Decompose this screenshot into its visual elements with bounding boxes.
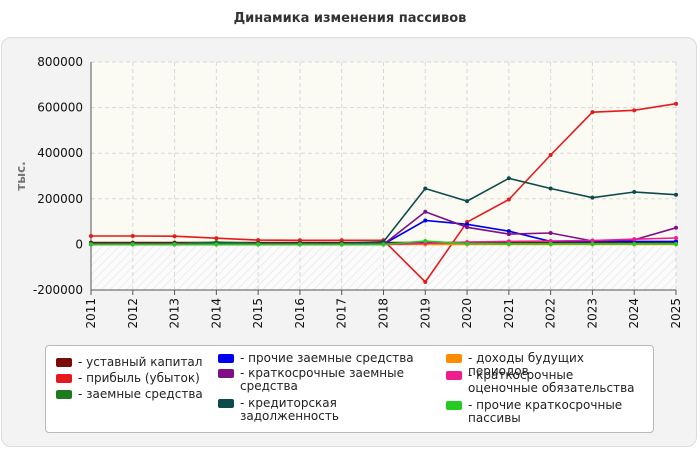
legend-swatch (446, 371, 462, 380)
data-point (381, 239, 386, 244)
x-tick-label: 2021 (502, 298, 516, 329)
data-point (465, 225, 470, 230)
data-point (89, 233, 93, 238)
data-point (506, 232, 511, 237)
data-point (590, 241, 595, 246)
y-tick-label: 800000 (37, 55, 83, 69)
data-point (506, 176, 511, 181)
data-point (674, 192, 678, 197)
data-point (506, 197, 511, 202)
chart-title: Динамика изменения пассивов (233, 11, 467, 26)
data-point (632, 108, 637, 113)
data-point (506, 241, 511, 246)
x-tick-label: 2018 (377, 298, 391, 329)
data-point (548, 186, 553, 191)
data-point (214, 242, 219, 247)
y-tick-label: 600000 (37, 101, 83, 115)
x-tick-label: 2022 (544, 298, 558, 329)
data-point (423, 209, 428, 214)
data-point (214, 236, 219, 241)
data-point (590, 195, 595, 200)
legend-swatch (56, 390, 72, 399)
data-point (423, 218, 428, 223)
legend-swatch (218, 399, 234, 408)
legend-label: - заемные средства (78, 387, 203, 401)
data-point (548, 238, 553, 243)
data-point (674, 225, 678, 230)
data-point (465, 222, 470, 227)
data-point (548, 231, 553, 235)
x-tick-label: 2014 (209, 298, 223, 329)
data-point (674, 101, 678, 106)
legend-label: - краткосрочные оценочные обязательства (468, 368, 635, 395)
data-point (339, 242, 344, 247)
data-point (465, 241, 470, 246)
legend-swatch (446, 401, 462, 410)
data-point (172, 234, 177, 239)
data-point (297, 242, 302, 247)
legend-swatch (218, 369, 234, 378)
series-8 (89, 238, 678, 247)
data-point (297, 238, 302, 243)
data-point (506, 229, 511, 234)
legend-swatch (56, 374, 72, 383)
data-point (339, 238, 344, 243)
data-point (256, 238, 261, 243)
data-point (130, 242, 135, 247)
legend-label: - краткосрочные заемные средства (240, 366, 404, 393)
data-point (632, 241, 637, 246)
data-point (381, 242, 386, 247)
legend-label: - доходы будущих периодов (468, 351, 584, 378)
legend-label: - кредиторская задолженность (240, 396, 339, 423)
y-tick-label: 400000 (37, 146, 83, 160)
data-point (548, 153, 553, 158)
y-axis-label: тыс. (14, 161, 28, 190)
legend-swatch (218, 354, 234, 363)
x-tick-label: 2013 (168, 298, 182, 329)
data-point (423, 186, 428, 191)
x-tick-label: 2024 (627, 298, 641, 329)
legend-swatch (56, 358, 72, 367)
x-tick-label: 2017 (335, 298, 349, 329)
x-tick-label: 2023 (585, 298, 599, 329)
y-tick-label: -200000 (33, 283, 83, 297)
x-tick-label: 2016 (293, 298, 307, 329)
data-point (590, 110, 595, 115)
data-point (89, 242, 93, 247)
x-tick-label: 2025 (669, 298, 683, 329)
legend-label: - прибыль (убыток) (78, 371, 200, 385)
legend: - уставный капитал - прибыль (убыток) - за… (45, 345, 654, 433)
legend-label: - прочие краткосрочные пассивы (468, 398, 623, 425)
data-point (423, 280, 428, 285)
data-point (172, 242, 177, 247)
x-tick-label: 2011 (84, 298, 98, 329)
y-tick-label: 200000 (37, 192, 83, 206)
x-tick-label: 2020 (460, 298, 474, 329)
legend-label: - прочие заемные средства (240, 351, 414, 365)
data-point (632, 189, 637, 194)
y-tick-label: 0 (75, 237, 83, 251)
x-tick-label: 2012 (126, 298, 140, 329)
data-point (548, 241, 553, 246)
data-point (256, 242, 261, 247)
data-point (130, 233, 135, 238)
data-point (674, 236, 678, 241)
x-tick-label: 2015 (251, 298, 265, 329)
legend-swatch (446, 354, 462, 363)
legend-label: - уставный капитал (78, 355, 203, 369)
data-point (674, 241, 678, 246)
data-point (423, 238, 428, 243)
x-tick-label: 2019 (418, 298, 432, 329)
data-point (465, 199, 470, 204)
data-point (632, 237, 637, 242)
data-point (590, 238, 595, 243)
